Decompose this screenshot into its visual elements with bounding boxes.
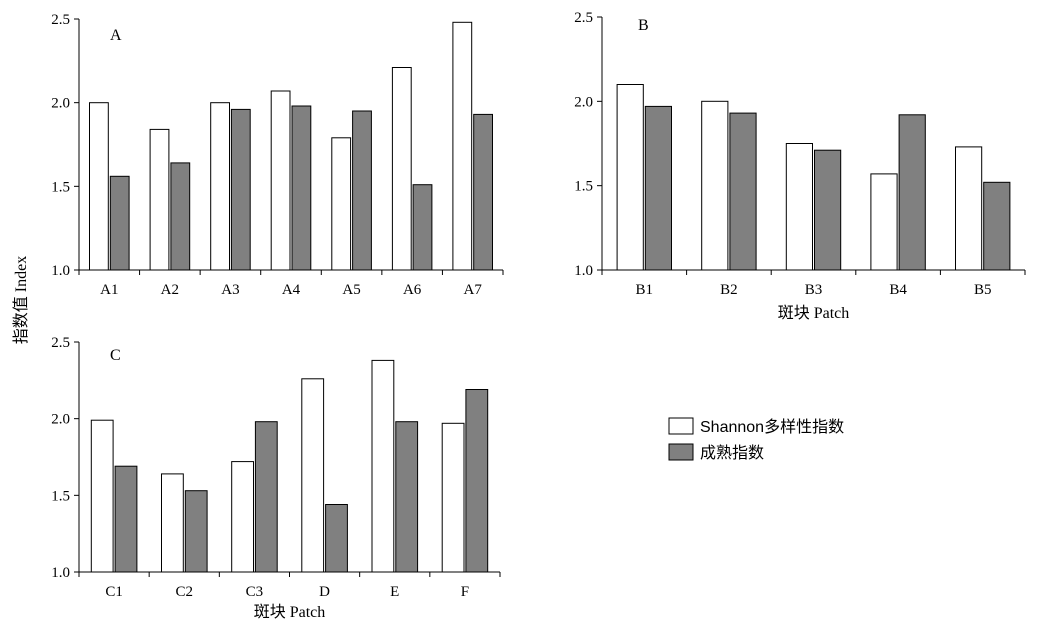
- y-axis-title: 指数值 Index: [12, 256, 30, 344]
- bar-c-maturity-e: [395, 421, 419, 573]
- bar-c-maturity-d: [325, 504, 348, 573]
- x-tick-label-c: C2: [175, 584, 193, 600]
- x-tick-label-a: A6: [403, 282, 422, 298]
- bar-a-maturity-a2: [170, 162, 191, 271]
- bar-b-maturity-b5: [983, 181, 1011, 271]
- bar-a-maturity-a7: [473, 113, 494, 271]
- legend: Shannon多样性指数 成熟指数: [668, 417, 844, 462]
- bar-a-shannon-a2: [149, 128, 170, 271]
- y-tick-label-c: 1.5: [51, 488, 70, 504]
- x-axis-title-b: 斑块 Patch: [778, 304, 850, 322]
- bar-b-maturity-b2: [729, 112, 757, 271]
- panel-label-a: A: [110, 27, 122, 44]
- x-tick-label-a: A2: [161, 282, 179, 298]
- bar-c-maturity-c1: [114, 465, 138, 573]
- bar-c-shannon-c3: [231, 461, 254, 573]
- x-tick-label-c: D: [319, 584, 330, 600]
- y-tick-label-c: 1.0: [51, 565, 70, 581]
- y-tick-label-c: 2.5: [51, 335, 70, 351]
- y-tick-label-b: 1.5: [574, 179, 593, 195]
- y-tick-label-b: 1.0: [574, 263, 593, 279]
- bar-c-shannon-c2: [161, 473, 184, 573]
- y-tick-label-a: 1.5: [51, 179, 70, 195]
- y-tick-label-a: 2.5: [51, 12, 70, 28]
- x-tick-label-a: A3: [221, 282, 239, 298]
- panel-label-b: B: [638, 17, 649, 34]
- bar-c-shannon-d: [301, 378, 325, 573]
- x-tick-label-b: B2: [720, 282, 738, 298]
- bar-c-maturity-f: [465, 389, 489, 573]
- bar-a-shannon-a5: [331, 137, 352, 271]
- chart-panel-b: 1.0 1.5 2.0 2.5 B1 B2 B3 B4 B5 B 斑块 Patch: [574, 10, 1026, 322]
- x-tick-label-b: B4: [889, 282, 907, 298]
- bar-b-shannon-b5: [955, 146, 983, 271]
- x-tick-label-c: C3: [246, 584, 264, 600]
- bar-a-shannon-a3: [210, 102, 230, 271]
- y-tick-label-c: 2.0: [51, 412, 70, 428]
- x-tick-label-a: A5: [342, 282, 360, 298]
- y-tick-label-b: 2.0: [574, 94, 593, 110]
- x-tick-label-c: F: [461, 584, 469, 600]
- chart-panel-c: 1.0 1.5 2.0 2.5 C1 C2 C3 D E F C 斑块 Patch: [51, 335, 501, 621]
- x-tick-label-a: A4: [282, 282, 301, 298]
- bar-b-maturity-b4: [898, 114, 926, 271]
- bar-b-shannon-b1: [616, 84, 644, 271]
- bar-a-maturity-a4: [291, 105, 312, 271]
- y-tick-label-a: 1.0: [51, 263, 70, 279]
- bar-a-shannon-a4: [270, 90, 291, 271]
- chart-panel-a: 1.0 1.5 2.0 2.5 A1 A2 A3 A4 A5 A6 A7 A: [51, 12, 504, 298]
- panel-label-c: C: [110, 347, 121, 364]
- bar-a-maturity-a6: [412, 184, 433, 271]
- bar-c-shannon-f: [441, 422, 465, 573]
- x-axis-title-c: 斑块 Patch: [254, 603, 326, 621]
- bar-a-shannon-a7: [452, 21, 473, 271]
- bar-a-maturity-a1: [109, 175, 130, 271]
- x-tick-label-b: B1: [636, 282, 654, 298]
- bar-a-shannon-a6: [391, 67, 412, 271]
- x-tick-label-a: A1: [100, 282, 118, 298]
- bar-b-shannon-b3: [785, 143, 813, 271]
- bar-a-shannon-a1: [89, 102, 109, 271]
- y-tick-label-b: 2.5: [574, 10, 593, 26]
- y-tick-label-a: 2.0: [51, 96, 70, 112]
- x-tick-label-b: B5: [974, 282, 992, 298]
- legend-label-shannon: Shannon多样性指数: [700, 418, 844, 436]
- bar-a-maturity-a5: [352, 110, 372, 271]
- bar-c-maturity-c2: [184, 490, 208, 573]
- bar-a-maturity-a3: [230, 108, 251, 271]
- x-tick-label-c: C1: [105, 584, 123, 600]
- x-tick-label-c: E: [390, 584, 399, 600]
- bar-b-maturity-b1: [644, 105, 672, 271]
- x-tick-label-b: B3: [805, 282, 823, 298]
- bar-c-maturity-c3: [254, 421, 278, 573]
- bar-b-shannon-b4: [870, 173, 898, 271]
- legend-swatch-shannon: [668, 417, 694, 435]
- legend-label-maturity: 成熟指数: [700, 444, 764, 462]
- x-tick-label-a: A7: [464, 282, 483, 298]
- legend-swatch-maturity: [668, 443, 694, 461]
- bar-c-shannon-e: [371, 359, 395, 573]
- bar-b-shannon-b2: [701, 100, 729, 271]
- bar-b-maturity-b3: [814, 149, 842, 271]
- bar-c-shannon-c1: [90, 419, 114, 573]
